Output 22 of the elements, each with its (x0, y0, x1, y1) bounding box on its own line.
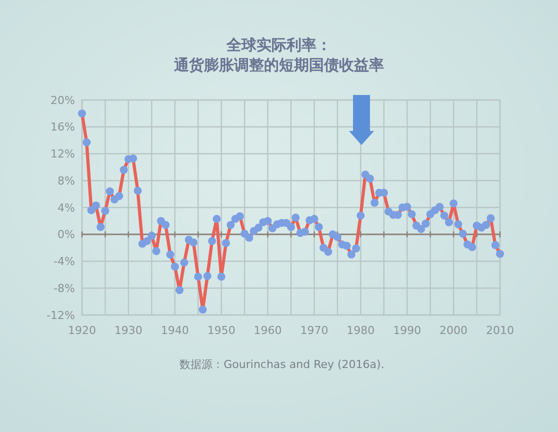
y-tick-label: 4% (58, 201, 75, 214)
y-tick-label: 16% (50, 120, 75, 134)
y-tick-label: 12% (50, 148, 75, 161)
text: 数据源：Gourinchas and Rey (2016a). (180, 358, 384, 371)
y-tick-label: 20% (50, 94, 75, 107)
chart-title: 全球实际利率： (226, 36, 332, 54)
x-tick-label: 1980 (346, 324, 375, 337)
y-tick-label: 8% (58, 174, 75, 188)
x-tick-label: 2000 (440, 324, 468, 337)
y-tick-label: -4% (54, 255, 75, 268)
x-tick-label: 1920 (68, 324, 96, 337)
y-tick-label: -12% (46, 308, 75, 322)
y-tick-label: 0% (58, 228, 75, 242)
x-tick-label: 1960 (254, 324, 282, 337)
x-tick-label: 2010 (486, 324, 514, 337)
y-tick-label: -8% (54, 282, 75, 295)
x-tick-label: 1940 (160, 324, 189, 337)
chart-subtitle: 通货膨胀调整的短期国债收益率 (173, 56, 384, 74)
x-tick-label: 1930 (114, 324, 142, 337)
x-tick-label: 1950 (207, 324, 236, 337)
x-tick-label: 1990 (393, 324, 422, 337)
x-tick-label: 1970 (300, 324, 328, 337)
